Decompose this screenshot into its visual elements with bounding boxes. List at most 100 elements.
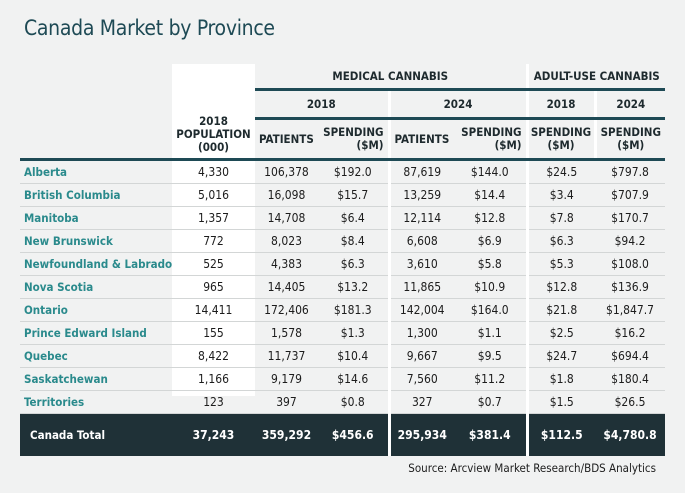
province-name: Territories: [20, 390, 172, 414]
medical-2024-patients-header: PATIENTS: [387, 118, 454, 161]
population-value: 1,357: [172, 206, 255, 230]
med2024-spending-value: $12.8: [454, 206, 528, 230]
med2024-spending-value: $14.4: [454, 183, 528, 207]
adult2018-spending-value: $24.7: [525, 344, 596, 368]
adult2018-spending-value: $12.8: [525, 275, 596, 299]
province-name: Saskatchewan: [20, 367, 172, 391]
med2024-patients-value: 3,610: [387, 252, 454, 276]
med2024-patients-value: 7,560: [387, 367, 454, 391]
adult-2024-spending-header: SPENDING ($M): [593, 118, 666, 161]
population-value: 5,016: [172, 183, 255, 207]
med2024-patients-value: 12,114: [387, 206, 454, 230]
table-row: British Columbia 5,016 16,098 $15.7 13,259 $1…: [20, 183, 666, 207]
med2018-patients-value: 359,292: [255, 413, 318, 456]
adult2024-spending-value: $170.7: [595, 206, 666, 230]
adult2024-spending-value: $136.9: [595, 275, 666, 299]
table-row-total: Canada Total 37,243 359,292 $456.6 295,9…: [20, 413, 666, 456]
med2024-patients-value: 142,004: [387, 298, 454, 322]
med2024-patients-value: 327: [387, 390, 454, 414]
med2018-spending-value: $6.3: [318, 252, 389, 276]
population-value: 4,330: [172, 159, 255, 184]
med2024-spending-value: $144.0: [454, 159, 528, 184]
med2018-spending-value: $192.0: [318, 159, 389, 184]
med2024-spending-value: $0.7: [454, 390, 528, 414]
med2018-patients-value: 11,737: [255, 344, 318, 368]
med2018-patients-value: 14,405: [255, 275, 318, 299]
med2024-spending-value: $11.2: [454, 367, 528, 391]
adult2018-spending-value: $3.4: [525, 183, 596, 207]
population-value: 123: [172, 390, 255, 414]
table-row: Ontario 14,411 172,406 $181.3 142,004 $164.0 $…: [20, 298, 666, 322]
med2018-spending-value: $6.4: [318, 206, 389, 230]
adult2024-spending-value: $180.4: [595, 367, 666, 391]
corner-cell: [20, 90, 172, 119]
med2018-spending-value: $1.3: [318, 321, 389, 345]
table-row: Newfoundland & Labrador 525 4,383 $6.3 3,610…: [20, 252, 666, 276]
med2024-spending-value: $6.9: [454, 229, 528, 253]
adult2024-spending-value: $108.0: [595, 252, 666, 276]
med2018-patients-value: 106,378: [255, 159, 318, 184]
adult2018-spending-value: $1.5: [525, 390, 596, 414]
adult2024-spending-value: $797.8: [595, 159, 666, 184]
adult2024-spending-value: $16.2: [595, 321, 666, 345]
adult2018-spending-value: $6.3: [525, 229, 596, 253]
province-header: [20, 118, 172, 161]
province-name: Ontario: [20, 298, 172, 322]
med2024-spending-value: $9.5: [454, 344, 528, 368]
province-name: Manitoba: [20, 206, 172, 230]
med2018-patients-value: 8,023: [255, 229, 318, 253]
adult2024-spending-value: $1,847.7: [595, 298, 666, 322]
med2018-spending-value: $15.7: [318, 183, 389, 207]
table-row: Quebec 8,422 11,737 $10.4 9,667 $9.5 $24.7 $694…: [20, 344, 666, 368]
med2018-patients-value: 9,179: [255, 367, 318, 391]
adult-2018-header: 2018: [525, 89, 596, 120]
med2024-patients-value: 1,300: [387, 321, 454, 345]
page-title: Canada Market by Province: [24, 16, 275, 40]
medical-2018-patients-header: PATIENTS: [255, 118, 318, 161]
med2018-patients-value: 1,578: [255, 321, 318, 345]
adult-use-cannabis-header: ADULT-USE CANNABIS: [525, 64, 666, 91]
table-row: New Brunswick 772 8,023 $8.4 6,608 $6.9 $6.3 $9…: [20, 229, 666, 253]
table-row: Saskatchewan 1,166 9,179 $14.6 7,560 $11.2 $1.…: [20, 367, 666, 391]
adult2018-spending-value: $24.5: [525, 159, 596, 184]
med2018-spending-value: $456.6: [318, 413, 389, 456]
province-name: Alberta: [20, 159, 172, 184]
population-value: 772: [172, 229, 255, 253]
med2018-patients-value: 172,406: [255, 298, 318, 322]
med2018-spending-value: $8.4: [318, 229, 389, 253]
adult2018-spending-value: $1.8: [525, 367, 596, 391]
adult2018-spending-value: $112.5: [525, 413, 596, 456]
adult2018-spending-value: $2.5: [525, 321, 596, 345]
med2024-spending-value: $10.9: [454, 275, 528, 299]
med2018-spending-value: $14.6: [318, 367, 389, 391]
population-value: 14,411: [172, 298, 255, 322]
population-value: 525: [172, 252, 255, 276]
med2024-patients-value: 295,934: [387, 413, 454, 456]
adult2018-spending-value: $21.8: [525, 298, 596, 322]
medical-2024-spending-header: SPENDING ($M): [454, 118, 528, 161]
population-value: 8,422: [172, 344, 255, 368]
table-row: Manitoba 1,357 14,708 $6.4 12,114 $12.8 $7.8 $1…: [20, 206, 666, 230]
population-value: 965: [172, 275, 255, 299]
medical-2018-spending-header: SPENDING ($M): [318, 118, 389, 161]
adult2024-spending-value: $707.9: [595, 183, 666, 207]
med2024-patients-value: 13,259: [387, 183, 454, 207]
med2024-spending-value: $5.8: [454, 252, 528, 276]
province-name: Nova Scotia: [20, 275, 172, 299]
population-value: 1,166: [172, 367, 255, 391]
med2024-patients-value: 11,865: [387, 275, 454, 299]
table-row: Prince Edward Island 155 1,578 $1.3 1,300 $1.…: [20, 321, 666, 345]
adult2024-spending-value: $26.5: [595, 390, 666, 414]
med2024-patients-value: 87,619: [387, 159, 454, 184]
source-note: Source: Arcview Market Research/BDS Anal…: [408, 461, 656, 475]
med2018-patients-value: 14,708: [255, 206, 318, 230]
population-value: 37,243: [172, 413, 255, 456]
province-market-table: 2018 POPULATION (000) MEDICAL CANNABIS A…: [20, 64, 666, 456]
province-name: Newfoundland & Labrador: [20, 252, 172, 276]
corner-cell: [20, 64, 172, 90]
med2024-patients-value: 6,608: [387, 229, 454, 253]
med2024-spending-value: $164.0: [454, 298, 528, 322]
population-header: 2018 POPULATION (000): [172, 64, 255, 161]
medical-cannabis-header: MEDICAL CANNABIS: [255, 64, 528, 91]
population-value: 155: [172, 321, 255, 345]
